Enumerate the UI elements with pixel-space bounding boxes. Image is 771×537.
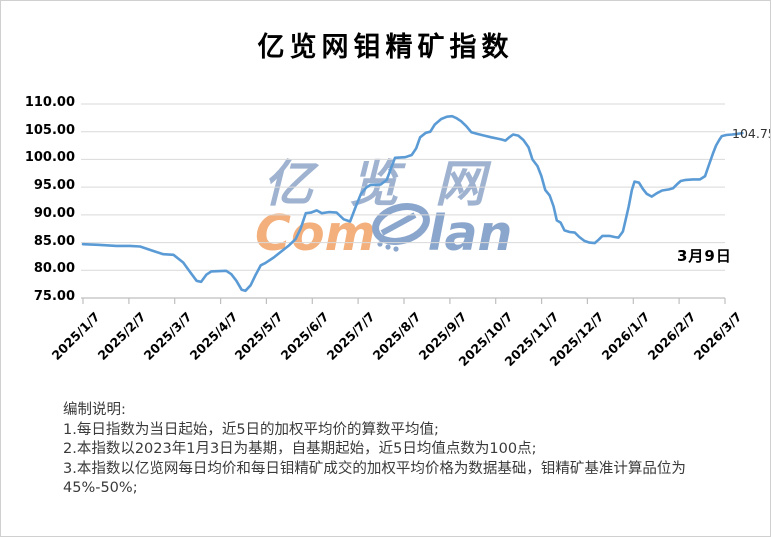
y-axis-label: 95.00 <box>33 178 75 194</box>
y-axis-label: 90.00 <box>33 205 75 221</box>
y-axis-label: 80.00 <box>33 261 75 277</box>
notes-heading: 编制说明: <box>63 402 126 418</box>
last-value-label: 104.75 <box>732 126 770 141</box>
y-axis-label: 100.00 <box>24 150 75 166</box>
y-axis-label: 105.00 <box>24 122 75 138</box>
note-item: 1.每日指数为当日起始，近5日的加权平均价的算数平均值; <box>63 421 439 438</box>
index-line-series <box>81 114 744 293</box>
y-axis-label: 85.00 <box>33 233 75 249</box>
y-axis-label: 75.00 <box>33 289 75 304</box>
y-axis-label: 110.00 <box>24 95 75 110</box>
note-item: 3.本指数以亿览网每日均价和每日钼精矿成交的加权平均价格为数据基础，钼精矿基准计… <box>63 460 686 497</box>
chart-title: 亿览网钼精矿指数 <box>257 32 514 63</box>
notes-block: 编制说明: 1.每日指数为当日起始，近5日的加权平均价的算数平均值; 2.本指数… <box>63 401 718 499</box>
date-annotation: 3月9日 <box>677 247 732 265</box>
note-item: 2.本指数以2023年1月3日为基期，自基期起始，近5日均值点数为100点; <box>63 441 537 457</box>
